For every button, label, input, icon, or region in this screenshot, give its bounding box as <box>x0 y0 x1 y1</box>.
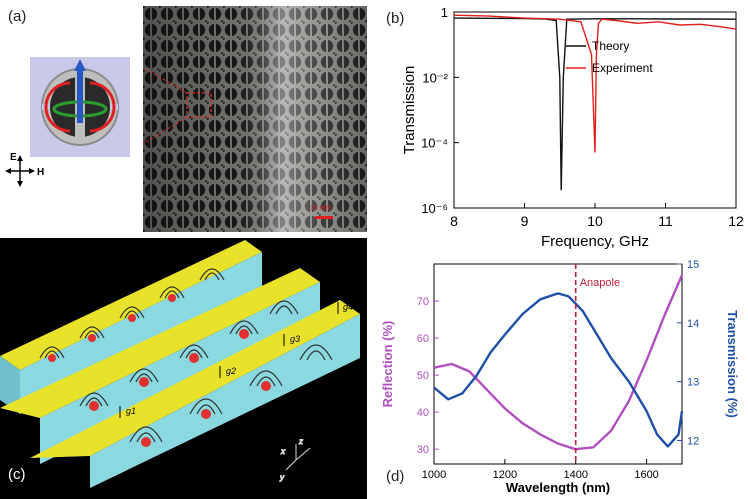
x-tick-label-b-4: 12 <box>728 213 744 229</box>
axis-x-label: x <box>280 447 286 456</box>
x-tick-label-d-2: 1400 <box>563 469 587 481</box>
y-tick-label-b-2: 10⁻² <box>422 70 448 85</box>
scale-bar <box>315 216 333 219</box>
field-hotspots <box>48 294 271 447</box>
gap-label-g2: g2 <box>226 366 236 376</box>
axis-y-label: y <box>279 473 285 482</box>
coordinate-axes: x y z <box>279 437 311 483</box>
field-loops <box>39 268 333 443</box>
panel-label-c: (c) <box>8 466 26 483</box>
y-tick-label-left-2: 50 <box>417 370 429 382</box>
legend-b: Theory Experiment <box>566 39 653 75</box>
y-tick-label-b-0: 10⁻⁶ <box>421 201 448 216</box>
y-tick-label-left-3: 60 <box>417 333 429 345</box>
e-field-label: E <box>10 152 17 163</box>
h-field-label: H <box>37 167 44 178</box>
y-tick-label-left-1: 40 <box>417 407 429 419</box>
scale-bar-label: 15 mm <box>310 205 332 212</box>
gap-labels: g1 g2 g3 g4 <box>126 302 353 416</box>
y-tick-label-right-2: 14 <box>687 318 699 330</box>
x-tick-label-d-0: 1000 <box>422 469 446 481</box>
anapole-label: Anapole <box>580 277 620 289</box>
unit-cell-inset <box>30 57 130 157</box>
gap-label-g3: g3 <box>290 334 300 344</box>
y-tick-label-left-4: 70 <box>417 296 429 308</box>
legend-experiment: Experiment <box>592 61 653 75</box>
reflection-transmission-chart: 1000 1200 1400 1600 30 40 50 60 70 12 13 14 15 Anapo… <box>380 259 740 495</box>
y-axis-label-right: Transmission (%) <box>725 310 740 418</box>
x-tick-label-b-1: 9 <box>521 213 529 229</box>
series-b-experiment <box>453 14 737 153</box>
panel-label-d: (d) <box>386 468 405 485</box>
y-tick-label-left-0: 30 <box>417 444 429 456</box>
gap-label-g4: g4 <box>343 302 353 312</box>
x-tick-label-d-3: 1600 <box>634 469 658 481</box>
x-tick-label-b-0: 8 <box>450 213 458 229</box>
x-tick-label-b-2: 10 <box>587 213 603 229</box>
field-orientation-axes: E H <box>5 152 44 187</box>
panel-label-b: (b) <box>386 10 405 27</box>
plot-frame-d <box>433 263 683 465</box>
series-d-transmission <box>433 292 684 448</box>
y-tick-label-b-3: 1 <box>441 5 448 20</box>
metasurface-rendering: g1 g2 g3 g4 x y z <box>0 238 367 499</box>
gap-arrows <box>119 302 339 418</box>
x-tick-label-b-3: 11 <box>658 213 673 229</box>
x-axis-label-b: Frequency, GHz <box>541 233 649 250</box>
x-tick-label-d-1: 1200 <box>493 469 517 481</box>
panel-label-a: (a) <box>8 8 27 25</box>
metamaterial-photo: 15 mm <box>143 6 367 232</box>
y-axis-label-b: Transmission <box>401 66 418 155</box>
y-axis-label-left: Reflection (%) <box>380 321 395 408</box>
series-d-reflection <box>433 274 684 451</box>
y-tick-label-b-1: 10⁻⁴ <box>421 136 448 151</box>
legend-theory: Theory <box>592 39 629 53</box>
y-tick-label-right-0: 12 <box>687 435 699 447</box>
substrate-row-3 <box>30 300 360 488</box>
gap-label-g1: g1 <box>126 406 136 416</box>
axis-z-label: z <box>298 437 303 446</box>
y-tick-label-right-1: 13 <box>687 377 699 389</box>
y-tick-label-right-3: 15 <box>687 259 699 271</box>
x-axis-label-d: Wavelength (nm) <box>506 480 610 495</box>
